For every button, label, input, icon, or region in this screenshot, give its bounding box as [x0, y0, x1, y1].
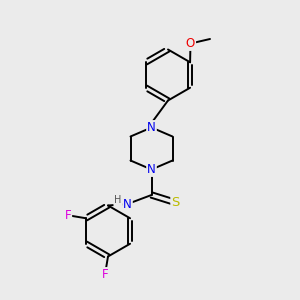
Text: S: S	[171, 196, 180, 209]
Text: F: F	[102, 268, 108, 281]
Text: O: O	[186, 37, 195, 50]
Text: H: H	[114, 195, 122, 206]
Text: N: N	[147, 121, 156, 134]
Text: N: N	[123, 197, 132, 211]
Text: N: N	[147, 163, 156, 176]
Text: F: F	[64, 209, 71, 222]
